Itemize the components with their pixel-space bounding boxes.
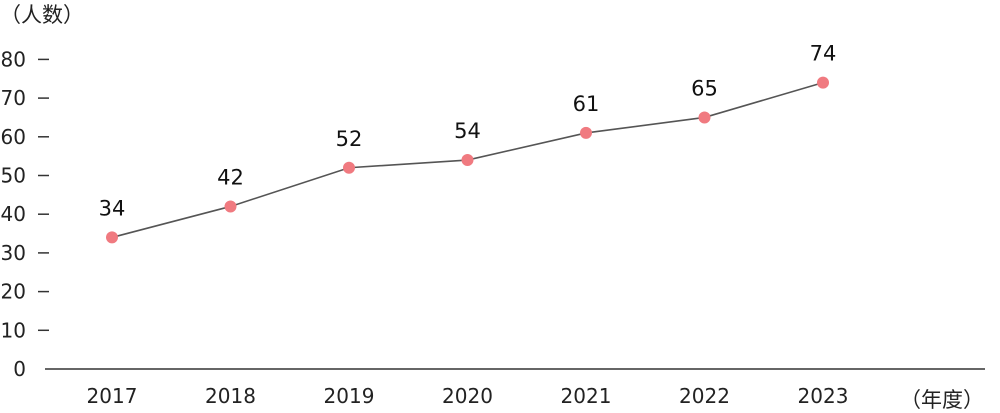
data-label: 52: [336, 127, 363, 151]
data-point: [343, 161, 355, 174]
data-label: 61: [573, 92, 600, 116]
y-tick-label: 60: [1, 125, 26, 149]
series-group: 34 42 52 54 61 65 74: [99, 42, 837, 244]
y-tick-label: 30: [1, 241, 26, 265]
x-axis-label: （年度）: [900, 388, 984, 412]
x-tick-label: 2020: [442, 384, 493, 408]
data-point: [224, 200, 237, 213]
y-axis: 0 10 20 30 40 50 60 70 80: [1, 47, 49, 381]
data-label: 34: [99, 196, 126, 220]
x-tick-label: 2019: [324, 384, 375, 408]
y-tick-label: 20: [1, 280, 26, 304]
x-tick-label: 2021: [561, 384, 612, 408]
data-point: [698, 111, 711, 124]
y-tick-label: 50: [1, 164, 26, 188]
x-axis: 2017 2018 2019 2020 2021 2022 2023: [45, 368, 985, 408]
data-point: [580, 126, 592, 139]
x-tick-label: 2023: [798, 384, 849, 408]
data-point: [817, 76, 829, 89]
x-tick-label: 2017: [87, 384, 138, 408]
data-label: 65: [691, 76, 718, 100]
data-label: 42: [217, 165, 244, 189]
y-tick-label: 70: [1, 86, 26, 110]
y-tick-label: 0: [13, 357, 26, 381]
data-label: 74: [810, 42, 837, 66]
y-tick-label: 80: [1, 47, 26, 71]
data-point: [461, 154, 474, 167]
x-tick-label: 2022: [679, 384, 730, 408]
x-tick-label: 2018: [205, 384, 256, 408]
data-label: 54: [454, 119, 481, 143]
y-tick-label: 10: [1, 318, 26, 342]
y-tick-label: 40: [1, 202, 26, 226]
y-axis-label: （人数）: [0, 3, 84, 27]
data-point: [106, 231, 118, 244]
